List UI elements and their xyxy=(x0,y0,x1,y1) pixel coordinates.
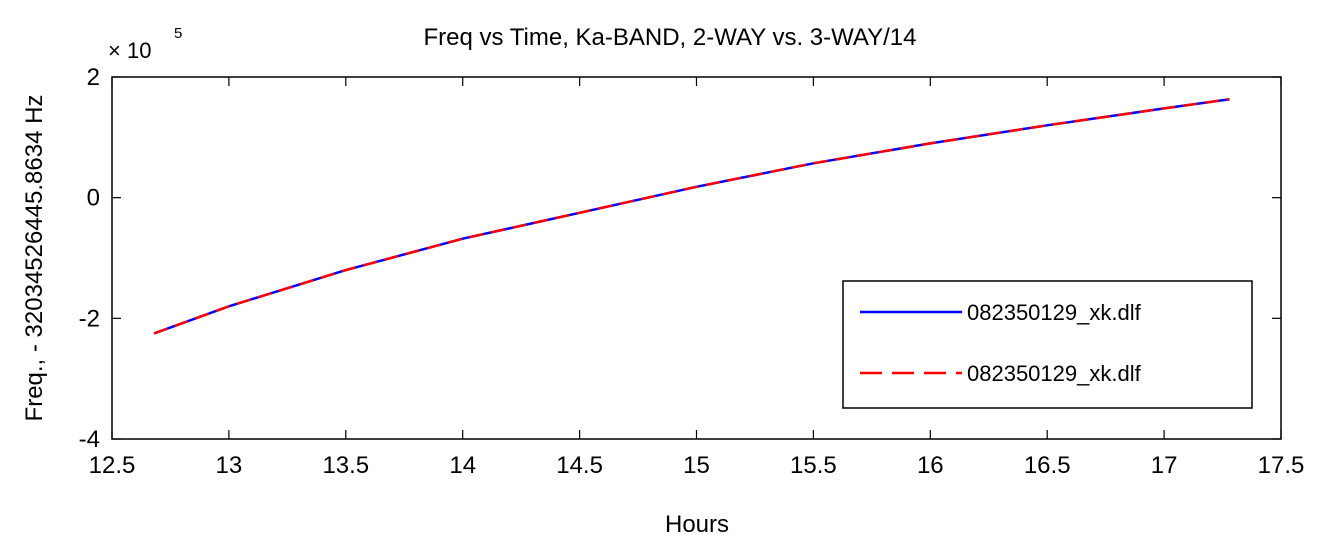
x-tick-label: 15 xyxy=(683,452,710,479)
axis-ticks xyxy=(111,76,1282,440)
legend-box xyxy=(842,280,1253,409)
y-multiplier-exponent: 5 xyxy=(174,25,182,42)
x-tick-label: 13.5 xyxy=(322,452,369,479)
x-tick-label: 14.5 xyxy=(556,452,603,479)
x-tick-label: 17.5 xyxy=(1258,452,1305,479)
x-tick-label: 12.5 xyxy=(89,452,136,479)
y-multiplier: × 10 5 xyxy=(108,25,182,63)
series-line-2 xyxy=(153,98,1230,335)
x-tick-label: 17 xyxy=(1151,452,1178,479)
legend-label-series-1: 082350129_xk.dlf xyxy=(967,300,1142,325)
series-layer xyxy=(153,98,1230,335)
x-axis-label: Hours xyxy=(665,511,729,538)
y-tick-label: 2 xyxy=(87,64,100,91)
x-tick-label: 14 xyxy=(449,452,476,479)
legend: 082350129_xk.dlf 082350129_xk.dlf xyxy=(842,280,1253,409)
y-tick-label: -4 xyxy=(79,426,100,453)
legend-label-series-2: 082350129_xk.dlf xyxy=(967,361,1142,386)
x-tick-label: 15.5 xyxy=(790,452,837,479)
x-tick-label: 13 xyxy=(216,452,243,479)
tick-labels: 12.5 13 13.5 14 14.5 15 15.5 16 16.5 17 17.5 -4 -2 0 2 xyxy=(79,64,1305,479)
x-tick-label: 16 xyxy=(917,452,944,479)
chart-title: Freq vs Time, Ka-BAND, 2-WAY vs. 3-WAY/1… xyxy=(424,24,917,51)
y-tick-label: -2 xyxy=(79,305,100,332)
y-tick-label: 0 xyxy=(87,185,100,212)
y-multiplier-base: × 10 xyxy=(108,38,151,63)
y-axis-label: Freq., - 32034526445.8634 Hz xyxy=(21,95,48,422)
x-tick-label: 16.5 xyxy=(1024,452,1071,479)
